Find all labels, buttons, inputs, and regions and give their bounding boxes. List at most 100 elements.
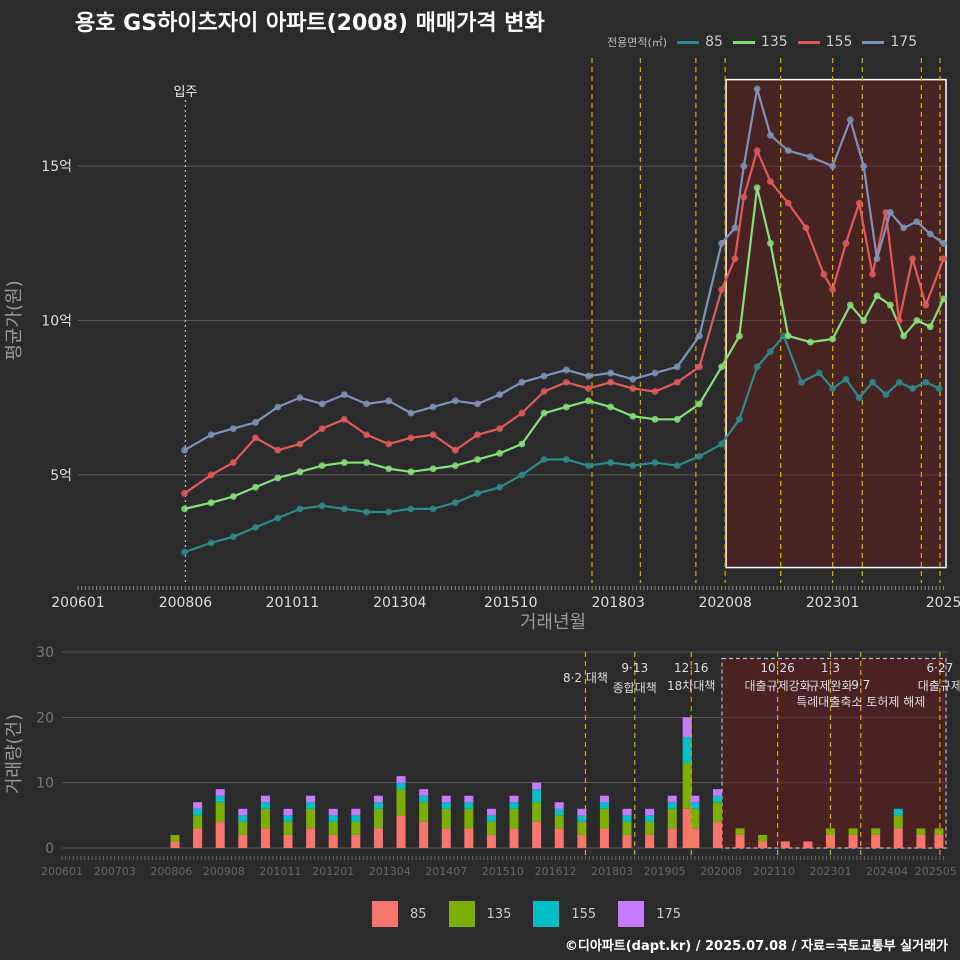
bar-135 [893,815,903,829]
data-point-175 [318,400,326,408]
data-point-155 [252,434,259,442]
bar-175 [682,717,692,737]
bar-155 [464,802,474,809]
data-point-155 [207,471,215,479]
data-point-85 [895,378,903,386]
data-point-85 [798,378,805,386]
data-point-175 [540,372,548,380]
data-point-175 [207,431,215,439]
data-point-85 [829,385,836,392]
data-point-135 [735,332,743,340]
data-point-135 [407,468,415,476]
x-axis-title: 거래년월 [520,612,586,633]
data-point-85 [629,462,637,470]
data-point-135 [429,465,437,473]
data-point-175 [900,224,908,232]
data-point-135 [474,456,481,463]
bar-175 [464,795,474,803]
event-date-label: 10·26 [760,661,794,675]
bar-85 [622,834,632,848]
event-date-label: 9·7 [851,678,870,692]
data-point-155 [474,431,481,439]
data-point-135 [585,397,592,405]
legend-swatch-135 [732,40,755,44]
legend-bottom-label-85: 85 [410,906,427,922]
legend-swatch-175 [862,40,885,44]
bar-135 [682,763,692,809]
legend-bottom-item-155: 155 [533,901,596,927]
data-point-175 [629,375,637,383]
bar-155 [306,802,316,809]
data-point-135 [767,239,774,247]
bar-135 [735,828,745,835]
data-point-175 [731,224,739,232]
bar-175 [486,808,496,816]
data-point-85 [735,415,743,423]
x-tick-label: 201510 [484,595,537,611]
data-point-175 [696,332,703,340]
data-point-155 [562,378,570,386]
x-tick-label: 201011 [266,595,319,611]
bar-155 [682,736,692,764]
bar-135 [848,828,858,835]
data-point-85 [340,505,348,513]
data-point-135 [673,415,681,423]
data-point-135 [229,493,237,500]
bar-175 [238,808,248,816]
data-point-155 [784,199,792,207]
legend-bottom-item-175: 175 [618,901,681,927]
event-date-label: 9·13 [621,661,648,675]
data-point-85 [429,505,437,513]
data-point-135 [806,338,814,346]
bar-155 [712,795,722,803]
bar-85 [599,828,609,848]
data-point-175 [229,425,237,432]
bar-85 [373,828,383,848]
data-point-155 [842,239,850,247]
data-point-175 [496,391,504,399]
bar-highlight-region [721,657,947,849]
data-point-135 [252,483,259,491]
bar-x-tick-label: 202008 [700,865,742,878]
bar-155 [238,815,248,822]
data-point-135 [860,317,868,324]
bar-85 [893,828,903,848]
data-point-85 [718,440,726,448]
bar-x-tick-label: 201612 [535,865,577,878]
data-point-85 [869,378,876,386]
legend-item-135: 135 [732,34,788,50]
legend-bottom-swatch-135 [448,901,475,927]
data-point-85 [496,483,504,491]
legend-bottom-label-135: 135 [486,906,512,922]
data-point-155 [585,385,592,392]
data-point-135 [846,301,854,309]
data-point-155 [718,286,726,294]
bar-135 [554,815,564,829]
x-tick-label: 200806 [159,595,213,611]
data-point-155 [909,255,916,263]
data-point-85 [696,452,703,460]
bar-x-tick-label: 201304 [369,865,411,878]
data-point-155 [296,440,304,448]
x-tick-label: 201304 [373,595,427,611]
bar-135 [667,808,677,829]
data-point-135 [181,505,188,513]
data-point-155 [940,255,947,263]
bar-x-tick-label: 201803 [591,865,633,878]
data-point-175 [451,397,459,405]
bar-135 [441,808,451,829]
data-point-135 [873,292,881,300]
bar-135 [599,808,609,829]
bar-85 [934,834,944,848]
footer-credit: ©디아파트(dapt.kr) / 2025.07.08 / 자료=국토교통부 실… [564,939,948,954]
bar-175 [193,802,203,809]
bar-175 [690,795,700,803]
bar-85 [328,834,338,848]
legend-bottom-label-175: 175 [656,906,682,922]
data-point-135 [753,184,761,192]
bar-y-tick-label: 10 [36,776,54,792]
data-point-175 [913,218,921,226]
bar-x-tick-label: 202110 [753,865,795,878]
data-point-135 [718,363,726,371]
data-point-85 [540,456,548,463]
